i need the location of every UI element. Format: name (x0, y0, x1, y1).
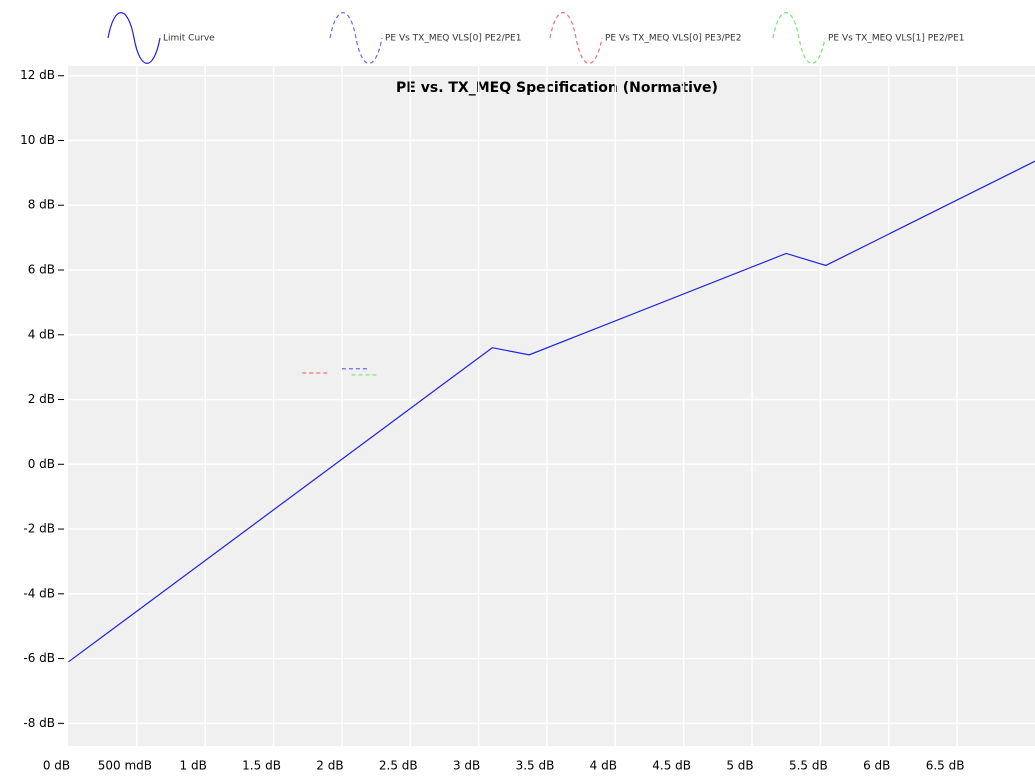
x-tick-label: 3 dB (453, 759, 480, 773)
y-tick-label: 6 dB (28, 263, 55, 277)
x-tick-label: 0 dB (43, 759, 70, 773)
series-line (68, 160, 1035, 663)
y-tick-label: 12 dB (20, 68, 55, 82)
x-tick-label: 2.5 dB (379, 759, 418, 773)
legend-swatch (772, 12, 826, 64)
y-tick-label: -4 dB (23, 586, 55, 600)
y-tick-label: 10 dB (20, 133, 55, 147)
x-tick-label: 1 dB (180, 759, 207, 773)
y-tick-label: -8 dB (23, 716, 55, 730)
plot-area (68, 66, 1035, 746)
x-tick-label: 6 dB (863, 759, 890, 773)
x-tick-label: 4.5 dB (652, 759, 691, 773)
x-tick-label: 2 dB (316, 759, 343, 773)
legend-label: PE Vs TX_MEQ VLS[1] PE2/PE1 (828, 34, 964, 44)
y-tick-label: 4 dB (28, 327, 55, 341)
legend-swatch (107, 12, 161, 64)
y-tick-label: 2 dB (28, 392, 55, 406)
x-tick-label: 3.5 dB (516, 759, 555, 773)
x-tick-label: 5.5 dB (789, 759, 828, 773)
y-tick-label: -6 dB (23, 651, 55, 665)
x-tick-label: 4 dB (590, 759, 617, 773)
legend-swatch (549, 12, 603, 64)
y-tick-label: 0 dB (28, 457, 55, 471)
x-tick-label: 1.5 dB (242, 759, 281, 773)
legend-label: Limit Curve (163, 34, 215, 44)
y-tick-label: 8 dB (28, 198, 55, 212)
legend-swatch (329, 12, 383, 64)
y-tick-label: -2 dB (23, 522, 55, 536)
legend-label: PE Vs TX_MEQ VLS[0] PE3/PE2 (605, 34, 741, 44)
x-tick-label: 5 dB (726, 759, 753, 773)
x-tick-label: 6.5 dB (926, 759, 965, 773)
x-tick-label: 500 mdB (98, 759, 152, 773)
chart-title: PE vs. TX_MEQ Specification (Normative) (396, 80, 718, 96)
legend-label: PE Vs TX_MEQ VLS[0] PE2/PE1 (385, 34, 521, 44)
